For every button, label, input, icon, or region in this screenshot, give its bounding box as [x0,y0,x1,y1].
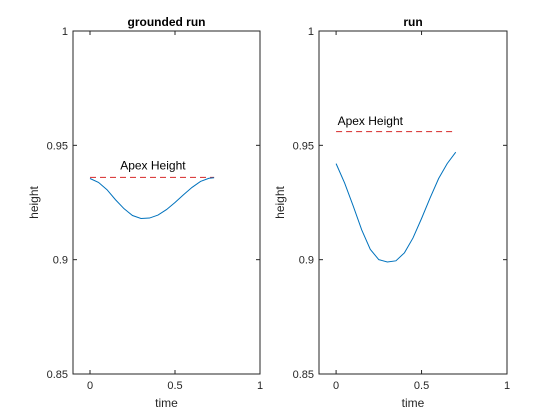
y-tick-label: 0.9 [53,255,68,267]
height-series-line [335,151,457,263]
y-axis-label: height [27,185,41,218]
subplot-run: 0 0.5 1 0.85 0.9 0.95 1 run time height Apex Heigh… [273,15,510,410]
chart-title: grounded run [128,15,206,29]
x-tick-label: 1 [257,380,263,392]
height-series-line [89,177,215,220]
apex-height-annotation: Apex Height [338,114,404,128]
x-axis-label: time [402,396,425,410]
y-tick-label: 0.95 [47,140,68,152]
axes-frame [72,30,261,375]
y-tick-label: 1 [62,26,68,38]
y-tick-label: 1 [308,26,314,38]
y-tick-label: 0.9 [299,255,314,267]
y-tick-label: 0.85 [293,369,314,381]
y-tick-label: 0.85 [47,369,68,381]
x-tick-label: 0.5 [414,380,429,392]
axes-frame [318,30,508,375]
apex-height-annotation: Apex Height [120,158,186,172]
y-axis-label: height [273,185,287,218]
x-tick-label: 0.5 [167,380,182,392]
x-tick-label: 0 [333,380,339,392]
chart-title: run [403,15,422,29]
y-tick-label: 0.95 [293,140,314,152]
x-axis-label: time [155,396,178,410]
x-tick-label: 1 [504,380,510,392]
subplot-grounded-run: 0 0.5 1 0.85 0.9 0.95 1 grounded run time height A… [27,15,263,410]
x-tick-label: 0 [87,380,93,392]
